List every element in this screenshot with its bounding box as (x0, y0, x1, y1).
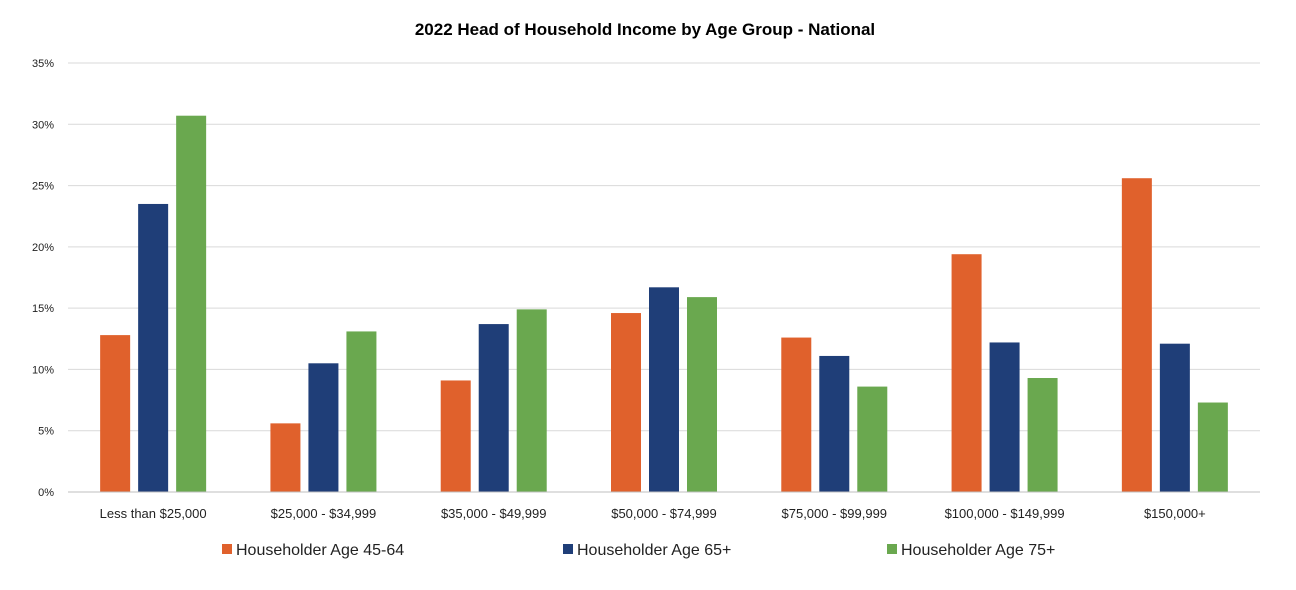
bar-2-5 (819, 355, 850, 492)
y-tick-label: 0% (38, 487, 54, 499)
x-axis-categories: Less than $25,000 $25,000 - $34,999 $35,00… (100, 506, 1206, 521)
y-tick-label: 20% (32, 242, 54, 254)
x-category-label: $75,000 - $99,999 (782, 506, 888, 521)
x-category-label: $100,000 - $149,999 (945, 506, 1065, 521)
legend: Householder Age 45-64 Householder Age 65+… (222, 542, 1055, 559)
x-category-label: Less than $25,000 (100, 506, 207, 521)
bar-1-7 (1121, 178, 1152, 492)
x-category-label: $35,000 - $49,999 (441, 506, 547, 521)
bar-2-1 (138, 203, 169, 492)
bar-2-3 (478, 324, 509, 492)
bar-1-1 (100, 335, 131, 492)
bar-1-6 (951, 254, 982, 492)
bar-1-2 (270, 423, 301, 492)
bar-3-2 (346, 331, 377, 492)
y-tick-label: 15% (32, 303, 54, 315)
bar-3-4 (687, 297, 717, 492)
bar-3-5 (857, 386, 888, 492)
bar-2-4 (649, 287, 679, 492)
y-tick-label: 5% (38, 426, 54, 438)
y-tick-label: 35% (32, 58, 54, 70)
y-tick-label: 30% (32, 119, 54, 131)
bars (100, 115, 1228, 492)
chart-title: 2022 Head of Household Income by Age Gro… (415, 20, 875, 39)
bar-3-6 (1027, 378, 1058, 492)
legend-label: Householder Age 45-64 (236, 542, 404, 559)
legend-label: Householder Age 75+ (901, 542, 1055, 559)
y-tick-label: 25% (32, 181, 54, 193)
bar-3-3 (516, 309, 547, 492)
legend-swatch (563, 544, 573, 554)
legend-label: Householder Age 65+ (577, 542, 731, 559)
bar-2-6 (989, 342, 1020, 492)
x-category-label: $25,000 - $34,999 (271, 506, 377, 521)
legend-swatch (887, 544, 897, 554)
bar-1-5 (781, 337, 812, 492)
y-tick-label: 10% (32, 364, 54, 376)
x-category-label: $50,000 - $74,999 (611, 506, 717, 521)
bar-1-3 (440, 380, 471, 492)
bar-1-4 (611, 313, 641, 492)
bar-2-7 (1159, 343, 1190, 492)
x-category-label: $150,000+ (1144, 506, 1206, 521)
bar-3-1 (176, 115, 207, 492)
y-axis-ticks: 0% 5% 10% 15% 20% 25% 30% 35% (32, 58, 54, 499)
legend-swatch (222, 544, 232, 554)
bar-2-2 (308, 363, 339, 492)
bar-3-7 (1197, 402, 1228, 492)
